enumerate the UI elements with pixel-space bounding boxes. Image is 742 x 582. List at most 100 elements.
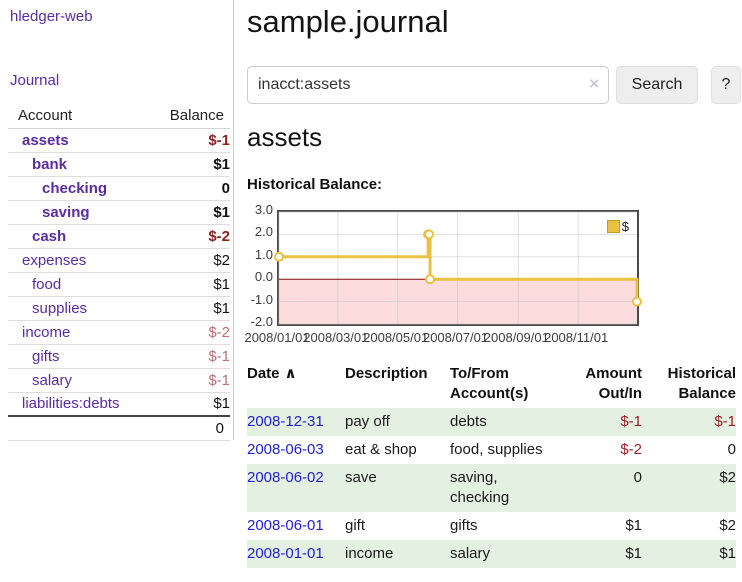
legend-swatch-icon bbox=[606, 220, 620, 233]
search-button[interactable]: Search bbox=[616, 66, 698, 104]
account-link[interactable]: liabilities:debts bbox=[22, 395, 120, 413]
accounts-table: Account Balance assets $-1 bank bbox=[8, 104, 230, 441]
register-header-accounts: To/From Account(s) bbox=[450, 365, 529, 402]
x-tick-label: 2008/07/01 bbox=[422, 330, 489, 345]
account-balance: $-1 bbox=[208, 371, 230, 389]
transaction-accounts: gifts bbox=[450, 517, 478, 534]
account-link[interactable]: saving bbox=[42, 203, 90, 221]
chart-title: Historical Balance: bbox=[247, 176, 383, 193]
x-tick-label: 2008/01/01 bbox=[244, 330, 310, 345]
account-row: bank $1 bbox=[8, 152, 230, 176]
transaction-row: 2008-06-01 gift gifts $1 $2 bbox=[247, 512, 736, 540]
account-link[interactable]: checking bbox=[42, 179, 108, 197]
account-balance: 0 bbox=[221, 179, 230, 197]
accounts-header-row: Account Balance bbox=[8, 104, 230, 129]
chart-plot-area: $ bbox=[274, 210, 642, 326]
account-link[interactable]: bank bbox=[32, 155, 68, 173]
clear-search-icon[interactable]: × bbox=[589, 74, 599, 93]
account-link[interactable]: supplies bbox=[32, 299, 88, 317]
sidebar-item-journal[interactable]: Journal bbox=[10, 72, 60, 89]
account-balance: $2 bbox=[213, 251, 230, 269]
transaction-accounts: salary bbox=[450, 545, 491, 562]
transaction-description: income bbox=[345, 545, 394, 562]
search-input[interactable] bbox=[247, 66, 609, 104]
page-title: sample.journal bbox=[247, 4, 449, 39]
x-tick-label: 2008/09/01 bbox=[483, 330, 549, 345]
register-header-date[interactable]: Date ∧ bbox=[247, 365, 297, 382]
account-row: cash $-2 bbox=[8, 224, 230, 248]
transaction-accounts: saving, checking bbox=[450, 469, 510, 506]
chart-legend: $ bbox=[606, 219, 629, 234]
sidebar: hledger-web Journal Account Balance asse… bbox=[0, 0, 234, 440]
accounts-header-balance: Balance bbox=[144, 104, 230, 129]
account-row: expenses $2 bbox=[8, 248, 230, 272]
x-tick-label: 2008/05/01 bbox=[363, 330, 429, 345]
transaction-description: eat & shop bbox=[345, 441, 417, 458]
transaction-balance: $1 bbox=[719, 545, 736, 562]
transaction-row: 2008-06-03 eat & shop food, supplies $-2… bbox=[247, 436, 736, 464]
transaction-date-link[interactable]: 2008-12-31 bbox=[247, 413, 324, 430]
y-tick-label: -1.0 bbox=[250, 291, 273, 307]
search-box: × bbox=[247, 66, 609, 104]
x-tick-label: 2008/03/01 bbox=[303, 330, 369, 345]
account-balance: $1 bbox=[213, 299, 230, 317]
register-header-balance: Historical Balance bbox=[667, 365, 736, 402]
transaction-balance: $2 bbox=[719, 469, 736, 486]
transaction-row: 2008-01-01 income salary $1 $1 bbox=[247, 540, 736, 568]
transaction-date-link[interactable]: 2008-01-01 bbox=[247, 545, 324, 562]
account-link[interactable]: salary bbox=[32, 371, 73, 389]
register-header-row: Date ∧ Description To/From Account(s) Amo… bbox=[247, 360, 736, 408]
search-bar: × Search ? bbox=[247, 66, 741, 104]
account-row: salary $-1 bbox=[8, 368, 230, 392]
transaction-amount: 0 bbox=[633, 469, 642, 486]
accounts-total-row: 0 bbox=[8, 415, 230, 440]
brand-link[interactable]: hledger-web bbox=[10, 8, 93, 25]
account-link[interactable]: income bbox=[22, 323, 71, 341]
transaction-description: save bbox=[345, 469, 377, 486]
account-balance: $1 bbox=[213, 275, 230, 293]
account-row: food $1 bbox=[8, 272, 230, 296]
transaction-date-link[interactable]: 2008-06-03 bbox=[247, 441, 324, 458]
transaction-balance: 0 bbox=[727, 441, 736, 458]
transaction-date-link[interactable]: 2008-06-02 bbox=[247, 469, 324, 486]
account-balance: $-2 bbox=[208, 227, 230, 245]
transaction-accounts: debts bbox=[450, 413, 487, 430]
account-balance: $-1 bbox=[208, 131, 230, 149]
x-tick-label: 2008/11/01 bbox=[544, 330, 609, 345]
register-header-description: Description bbox=[345, 365, 428, 382]
account-row: gifts $-1 bbox=[8, 344, 230, 368]
account-balance: $-2 bbox=[208, 323, 230, 341]
accounts-header-account: Account bbox=[8, 104, 145, 129]
account-link[interactable]: food bbox=[32, 275, 62, 293]
register-header-amount: Amount Out/In bbox=[585, 365, 642, 402]
account-link[interactable]: assets bbox=[22, 131, 69, 149]
account-balance: $1 bbox=[213, 203, 230, 221]
account-row: supplies $1 bbox=[8, 296, 230, 320]
legend-label: $ bbox=[621, 219, 629, 234]
chart-y-axis: 3.0 2.0 1.0 0.0 -1.0 -2.0 bbox=[247, 202, 273, 329]
y-tick-label: 2.0 bbox=[254, 224, 273, 240]
account-heading: assets bbox=[247, 122, 323, 152]
transaction-accounts: food, supplies bbox=[450, 441, 543, 458]
transaction-balance: $2 bbox=[719, 517, 736, 534]
transaction-date-link[interactable]: 2008-06-01 bbox=[247, 517, 324, 534]
account-link[interactable]: expenses bbox=[22, 251, 87, 269]
transaction-description: pay off bbox=[345, 413, 390, 430]
y-tick-label: 1.0 bbox=[254, 246, 273, 262]
account-row: saving $1 bbox=[8, 200, 230, 224]
account-balance: $1 bbox=[213, 395, 230, 413]
transaction-amount: $1 bbox=[625, 545, 642, 562]
transaction-row: 2008-06-02 save saving, checking 0 $2 bbox=[247, 464, 736, 512]
account-link[interactable]: cash bbox=[32, 227, 67, 245]
register-table: Date ∧ Description To/From Account(s) Amo… bbox=[247, 360, 736, 568]
transaction-row: 2008-12-31 pay off debts $-1 $-1 bbox=[247, 408, 736, 436]
chart-x-axis: 2008/01/01 2008/03/01 2008/05/01 2008/07/01… bbox=[244, 330, 635, 346]
account-balance: $1 bbox=[213, 155, 230, 173]
help-button[interactable]: ? bbox=[711, 66, 741, 104]
transaction-amount: $-2 bbox=[620, 441, 642, 458]
transaction-amount: $1 bbox=[625, 517, 642, 534]
account-link[interactable]: gifts bbox=[32, 347, 60, 365]
sort-ascending-icon: ∧ bbox=[284, 365, 297, 382]
account-row: checking 0 bbox=[8, 176, 230, 200]
